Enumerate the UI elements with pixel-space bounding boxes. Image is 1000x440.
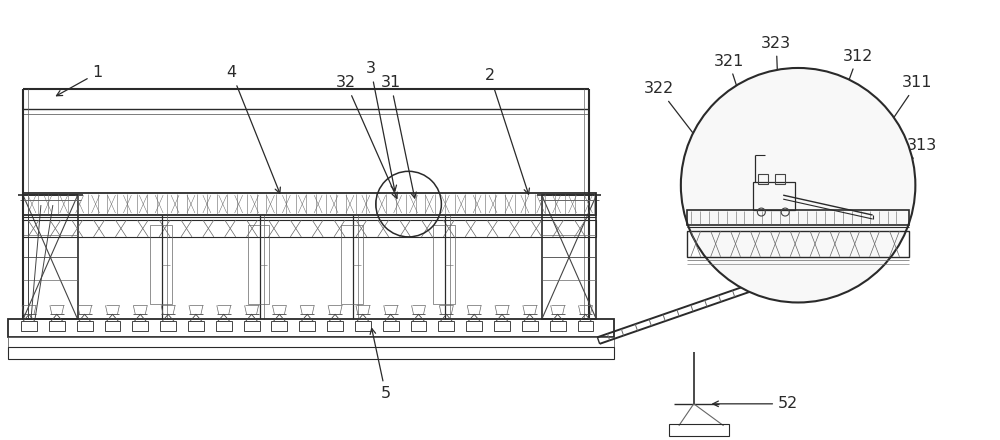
Bar xyxy=(188,321,204,331)
Bar xyxy=(150,225,172,304)
Bar xyxy=(411,321,426,331)
Bar xyxy=(341,225,363,304)
Bar xyxy=(160,321,176,331)
Bar xyxy=(132,321,148,331)
Bar xyxy=(105,321,120,331)
Bar xyxy=(271,321,287,331)
Circle shape xyxy=(681,68,915,302)
Bar xyxy=(49,321,65,331)
Text: 322: 322 xyxy=(644,81,736,189)
Bar xyxy=(21,321,37,331)
Bar xyxy=(23,193,596,215)
Bar xyxy=(216,321,232,331)
Bar xyxy=(494,321,510,331)
Text: 311: 311 xyxy=(865,75,933,160)
Bar xyxy=(355,321,371,331)
Bar xyxy=(438,321,454,331)
Bar xyxy=(8,337,614,347)
Text: 31: 31 xyxy=(381,75,416,198)
Bar xyxy=(383,321,399,331)
Bar xyxy=(77,321,93,331)
Bar xyxy=(299,321,315,331)
Bar xyxy=(23,195,78,319)
Text: 3: 3 xyxy=(366,62,397,191)
Text: 2: 2 xyxy=(485,68,529,194)
Bar xyxy=(793,260,811,280)
Bar xyxy=(8,347,614,359)
Bar xyxy=(758,174,768,184)
Bar xyxy=(669,424,729,436)
Text: 5: 5 xyxy=(370,328,391,401)
Text: 32: 32 xyxy=(336,75,397,198)
Bar xyxy=(8,319,614,337)
Bar xyxy=(687,231,909,257)
Bar xyxy=(578,321,593,331)
Bar xyxy=(550,321,566,331)
Bar xyxy=(23,220,596,237)
Text: 313: 313 xyxy=(878,138,937,207)
Text: 1: 1 xyxy=(56,66,103,96)
Text: 52: 52 xyxy=(713,396,798,411)
Bar xyxy=(687,210,909,225)
Text: 312: 312 xyxy=(819,48,873,161)
Bar xyxy=(433,225,455,304)
Bar xyxy=(466,321,482,331)
Text: 4: 4 xyxy=(227,66,280,193)
Text: 323: 323 xyxy=(761,36,791,139)
Bar xyxy=(248,225,269,304)
Bar xyxy=(753,182,795,210)
Bar xyxy=(327,321,343,331)
Bar xyxy=(542,195,596,319)
Text: 321: 321 xyxy=(713,54,763,165)
Bar xyxy=(775,174,785,184)
Bar xyxy=(244,321,260,331)
Bar xyxy=(522,321,538,331)
